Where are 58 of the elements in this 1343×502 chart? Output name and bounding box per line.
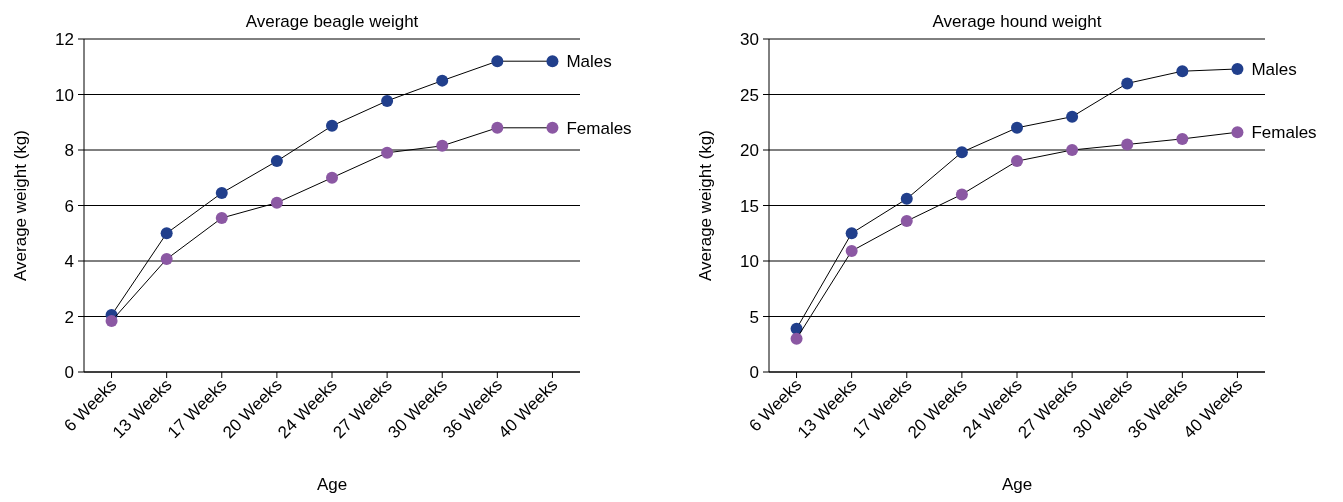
point <box>215 187 228 200</box>
point <box>1121 77 1134 90</box>
y-tick-label: 10 <box>740 252 759 271</box>
point <box>381 146 394 159</box>
point <box>955 188 968 201</box>
y-tick-label: 8 <box>64 141 74 160</box>
point <box>326 119 338 132</box>
y-tick-label: 30 <box>740 30 759 49</box>
y-tick-label: 6 <box>64 196 74 216</box>
point <box>546 121 559 134</box>
series-label: Males <box>1251 59 1297 79</box>
y-tick-label: 15 <box>740 196 759 216</box>
point <box>1176 65 1189 78</box>
chart-title: Average hound weight <box>932 12 1102 31</box>
point <box>546 55 559 68</box>
point <box>1176 132 1189 145</box>
series-label: Males <box>566 52 612 72</box>
point <box>1011 155 1023 168</box>
point <box>845 245 858 258</box>
y-tick-label: 12 <box>55 30 74 49</box>
point <box>900 192 913 205</box>
y-tick-label: 4 <box>64 252 74 271</box>
point <box>1066 110 1079 123</box>
point <box>1121 138 1134 151</box>
y-tick-label: 20 <box>740 141 759 160</box>
point <box>790 332 803 345</box>
point <box>491 121 504 134</box>
point <box>326 171 338 184</box>
point <box>1231 62 1244 75</box>
point <box>436 139 449 152</box>
y-axis-title: Average weight (kg) <box>696 130 715 281</box>
point <box>955 146 968 159</box>
point <box>900 215 913 228</box>
point <box>1231 126 1244 139</box>
point <box>845 227 858 240</box>
y-tick-label: 10 <box>55 85 74 105</box>
point <box>105 314 118 327</box>
point <box>215 211 228 224</box>
series-label: Females <box>566 118 632 138</box>
point <box>1066 144 1079 156</box>
x-axis-title: Age <box>316 475 348 494</box>
x-axis-title: Age <box>1001 475 1033 494</box>
point <box>436 74 449 87</box>
series-label: Females <box>1251 123 1317 143</box>
point <box>270 155 283 168</box>
point <box>270 196 283 209</box>
point <box>491 55 504 68</box>
point <box>381 94 394 107</box>
y-tick-label: 0 <box>749 363 759 382</box>
y-tick-label: 25 <box>740 85 759 105</box>
point <box>160 253 173 266</box>
chart-title: Average beagle weight <box>245 12 419 31</box>
y-tick-label: 0 <box>64 363 74 382</box>
y-tick-label: 2 <box>64 307 74 327</box>
point <box>160 227 173 240</box>
y-tick-label: 5 <box>749 307 759 327</box>
y-axis-title: Average weight (kg) <box>11 130 30 281</box>
point <box>1011 121 1023 134</box>
